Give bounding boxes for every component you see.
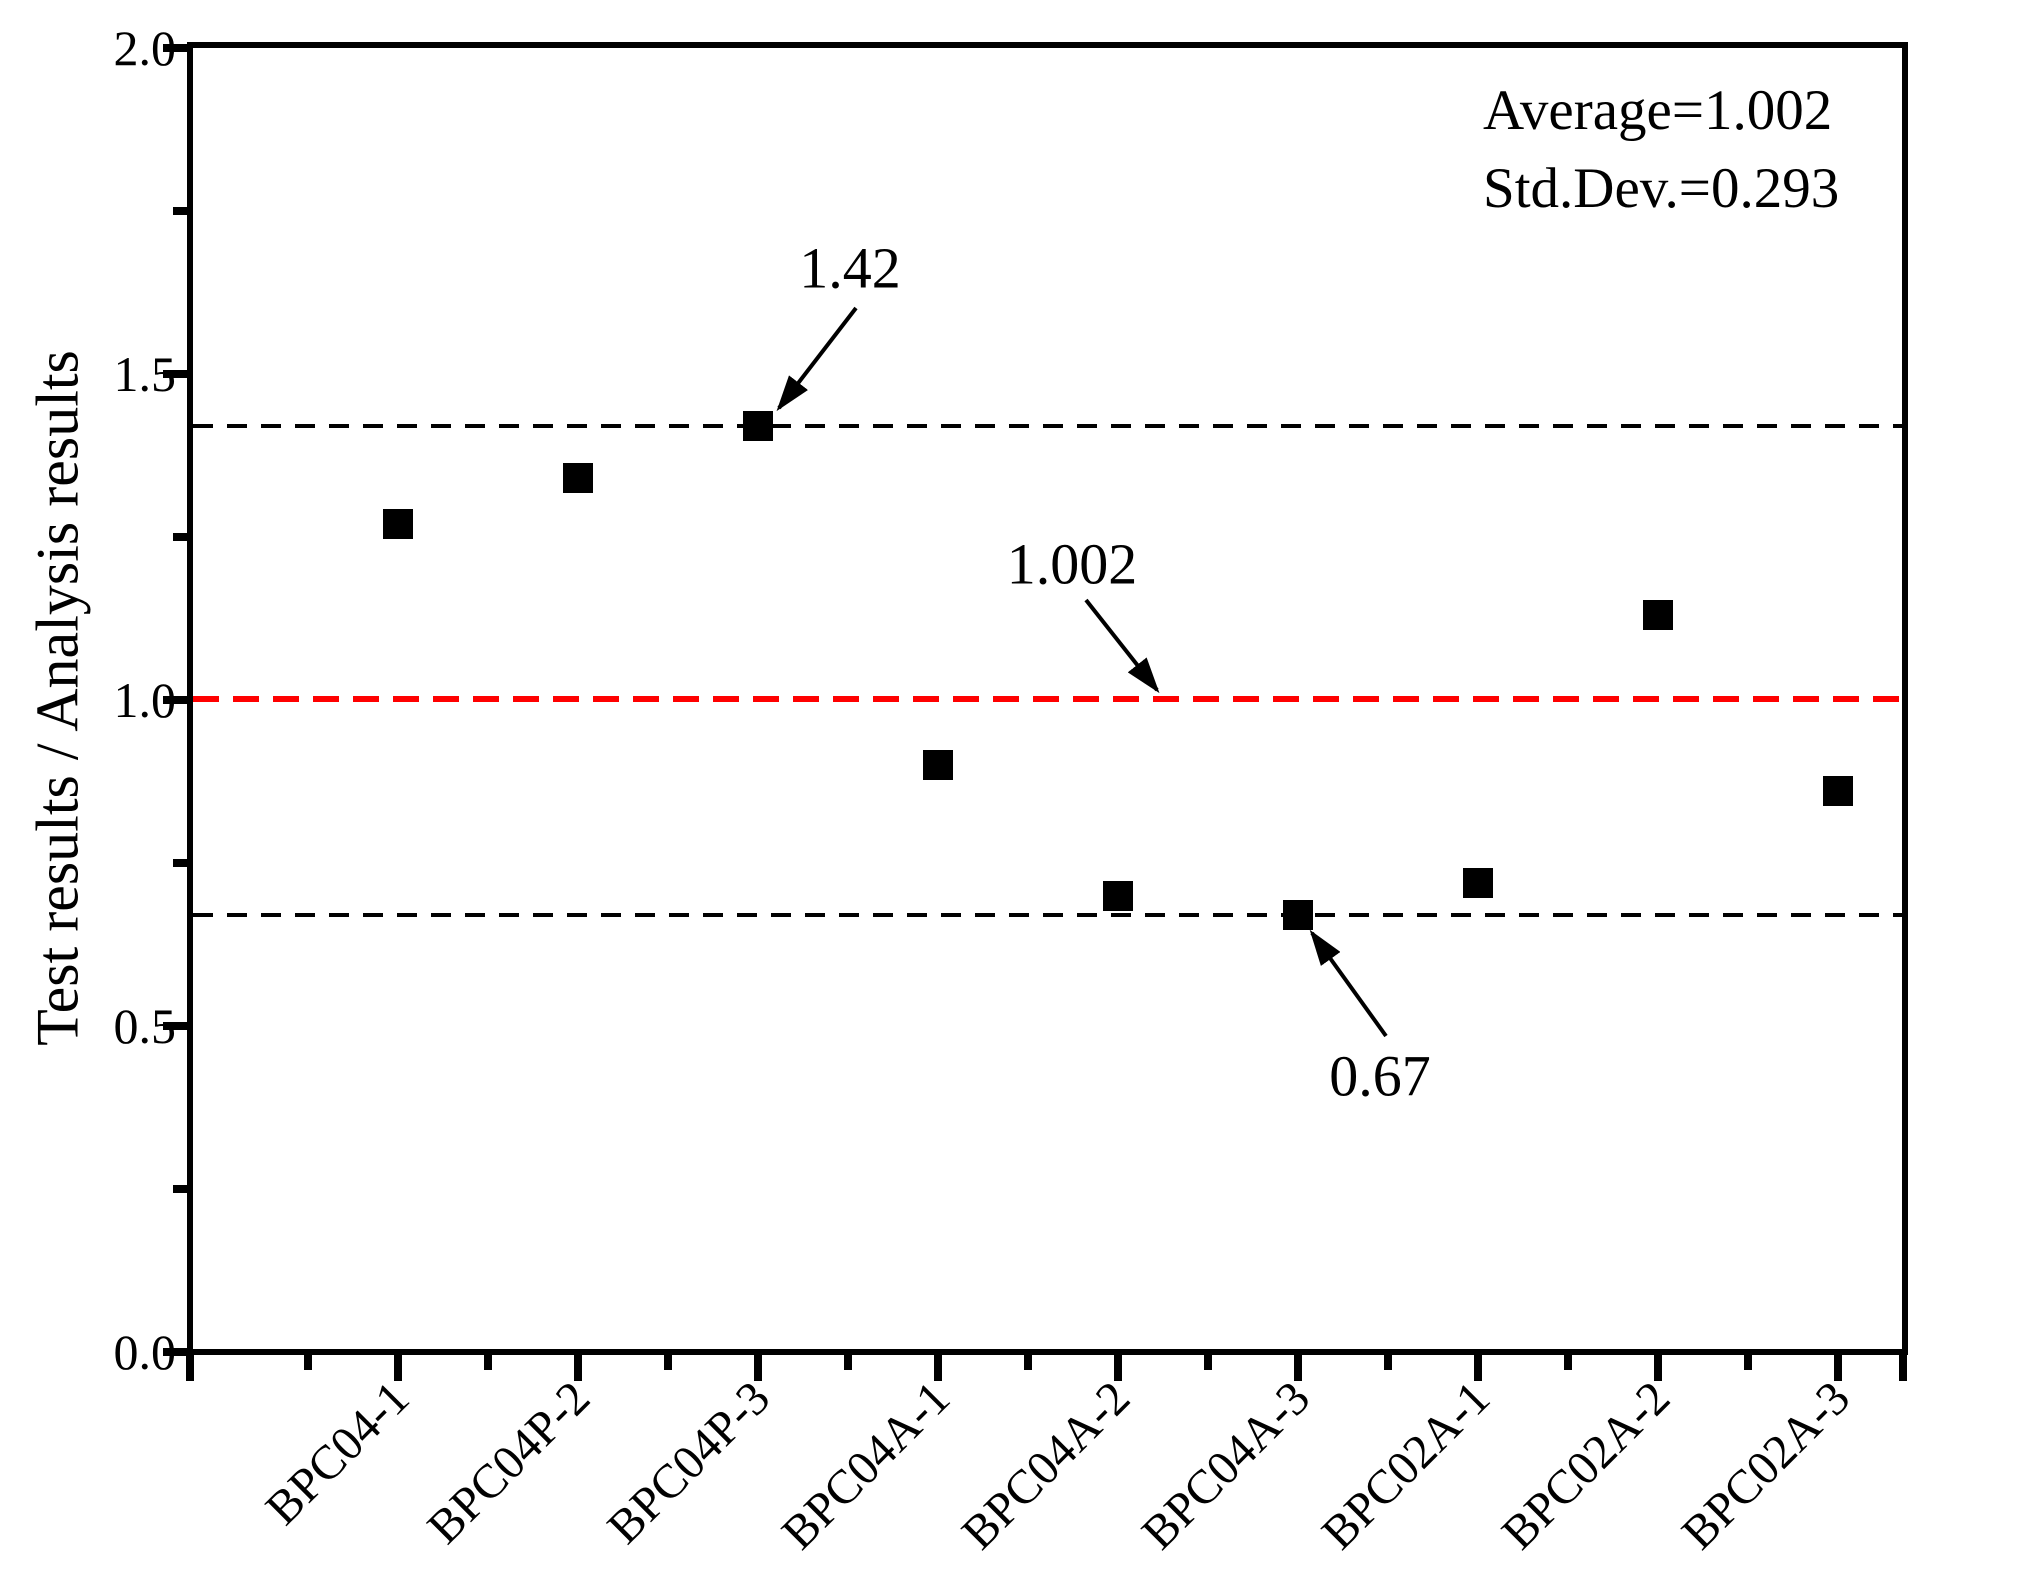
stats-average: Average=1.002 [1483, 79, 1833, 142]
x-minor-tick [1024, 1355, 1032, 1370]
y-minor-tick [173, 1185, 187, 1193]
y-major-tick [163, 370, 187, 378]
stats-stddev: Std.Dev.=0.293 [1483, 157, 1840, 220]
x-category-label-text: BPC04A-3 [1131, 1371, 1320, 1560]
x-major-tick [1654, 1355, 1662, 1381]
annotation-label: 1.42 [799, 235, 901, 301]
x-corner-tick [186, 1355, 194, 1381]
x-major-tick [574, 1355, 582, 1381]
x-minor-tick [484, 1355, 492, 1370]
y-major-tick [163, 696, 187, 704]
x-minor-tick [1204, 1355, 1212, 1370]
reference-line-mean [193, 695, 1902, 702]
data-point-marker [383, 508, 413, 539]
x-category-label-text: BPC04P-3 [597, 1371, 780, 1555]
x-minor-tick [1564, 1355, 1572, 1370]
x-major-tick [1114, 1355, 1122, 1381]
y-tick-label: 1.0 [113, 672, 177, 728]
data-point-marker [1463, 867, 1493, 898]
data-point-marker [563, 463, 593, 494]
data-point-marker [743, 411, 773, 442]
x-category-label-text: BPC04P-2 [417, 1371, 600, 1555]
y-tick-label: 2.0 [113, 20, 177, 76]
x-major-tick [1474, 1355, 1482, 1381]
y-tick-label: 0.5 [113, 998, 177, 1054]
x-category-label-text: BPC04A-2 [951, 1371, 1140, 1560]
stats-block: Average=1.002 Std.Dev.=0.293 [1483, 72, 1839, 228]
plot-area [187, 42, 1908, 1355]
x-category-label-text: BPC04A-1 [771, 1371, 960, 1560]
x-minor-tick [664, 1355, 672, 1370]
data-point-marker [1643, 600, 1673, 631]
y-minor-tick [173, 207, 187, 215]
y-tick-label: 0.0 [113, 1324, 177, 1380]
x-major-tick [1294, 1355, 1302, 1381]
y-major-tick [163, 44, 187, 52]
annotation-label: 1.002 [1006, 531, 1138, 597]
data-point-marker [1283, 900, 1313, 931]
x-category-label-text: BPC02A-3 [1671, 1371, 1860, 1560]
x-major-tick [934, 1355, 942, 1381]
data-point-marker [1103, 880, 1133, 911]
x-major-tick [1834, 1355, 1842, 1381]
annotation-label: 0.67 [1329, 1043, 1431, 1109]
y-minor-tick [173, 859, 187, 867]
x-category-label-text: BPC04-1 [255, 1371, 420, 1536]
data-point-marker [1823, 776, 1853, 807]
y-major-tick [163, 1348, 187, 1356]
y-tick-label: 1.5 [113, 346, 177, 402]
y-minor-tick [173, 533, 187, 541]
reference-line-min [193, 913, 1902, 918]
x-minor-tick [1384, 1355, 1392, 1370]
x-minor-tick [304, 1355, 312, 1370]
x-category-label-text: BPC02A-1 [1311, 1371, 1500, 1560]
x-category-label-text: BPC02A-2 [1491, 1371, 1680, 1560]
y-major-tick [163, 1022, 187, 1030]
x-major-tick [754, 1355, 762, 1381]
reference-line-max [193, 424, 1902, 429]
x-minor-tick [844, 1355, 852, 1370]
data-point-marker [923, 750, 953, 781]
x-corner-tick [1899, 1355, 1907, 1381]
x-minor-tick [1744, 1355, 1752, 1370]
x-major-tick [394, 1355, 402, 1381]
